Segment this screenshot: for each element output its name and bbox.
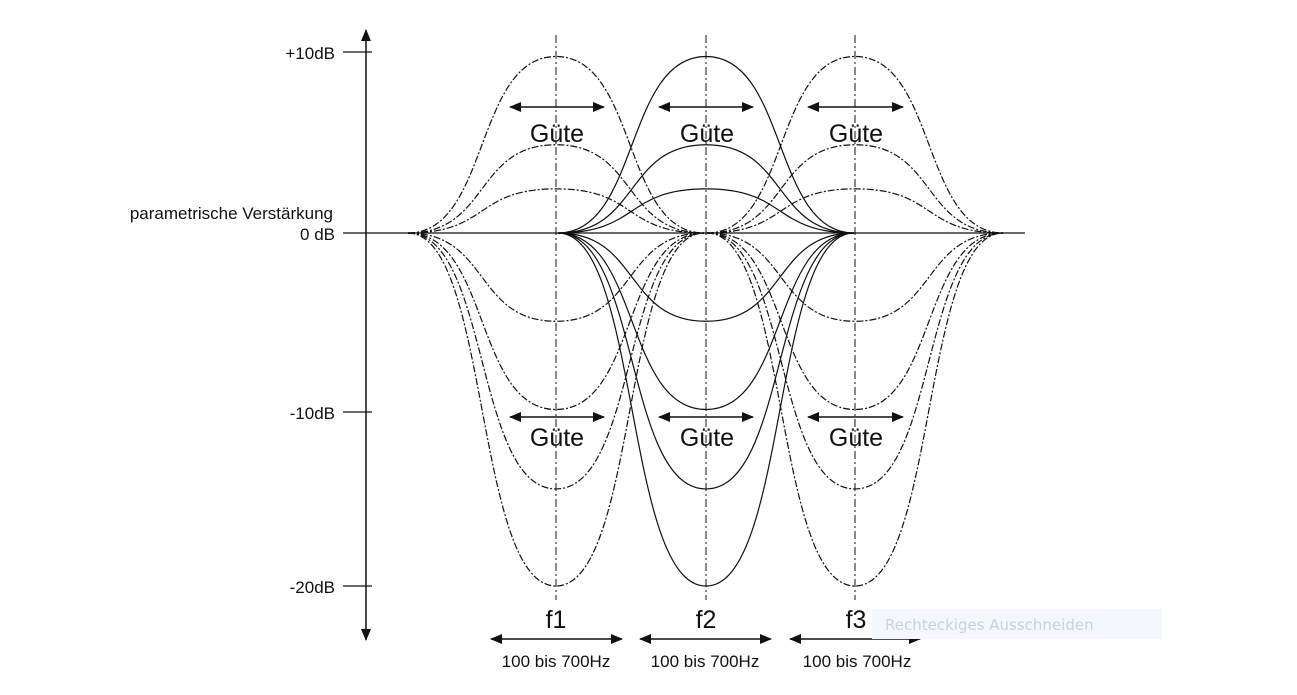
eq-curve-f1-1 (407, 144, 705, 234)
band-label-f2: f2 (696, 606, 717, 634)
tick-label-0: 0 dB (300, 225, 335, 244)
eq-curves (407, 55, 1004, 587)
band-label-f3: f3 (846, 606, 867, 634)
tick-label-minus10: -10dB (290, 404, 335, 423)
eq-curve-f1-3 (407, 232, 705, 322)
eq-curve-f3-4 (706, 232, 1004, 411)
q-label-f1-top: Güte (530, 120, 584, 148)
eq-curve-f1-0 (407, 55, 705, 234)
eq-curve-f1-5 (407, 232, 705, 490)
eq-curve-f3-1 (706, 144, 1004, 234)
eq-curve-f2-5 (557, 232, 855, 490)
q-label-f1-bottom: Güte (530, 424, 584, 452)
eq-curve-f3-0 (706, 55, 1004, 234)
eq-curve-f2-6 (557, 232, 855, 587)
eq-curve-f2-2 (557, 188, 855, 234)
eq-curve-f3-5 (706, 232, 1004, 490)
eq-curve-f2-0 (557, 55, 855, 234)
tick-label-plus10: +10dB (285, 44, 335, 63)
eq-curve-f1-6 (407, 232, 705, 587)
eq-curve-f1-4 (407, 232, 705, 411)
range-label-f1: 100 bis 700Hz (502, 652, 611, 671)
q-label-f3-bottom: Güte (829, 424, 883, 452)
range-label-f3: 100 bis 700Hz (803, 652, 912, 671)
q-label-f2-top: Güte (680, 120, 734, 148)
eq-curve-f2-4 (557, 232, 855, 411)
y-ticks (343, 51, 372, 587)
snipping-tooltip (872, 609, 1162, 639)
eq-curve-f3-6 (706, 232, 1004, 587)
eq-curve-f3-2 (706, 188, 1004, 234)
eq-curve-f1-2 (407, 188, 705, 234)
y-axis-title: parametrische Verstärkung (130, 204, 333, 223)
center-lines (555, 35, 856, 600)
eq-curve-f3-3 (706, 232, 1004, 322)
eq-curve-f2-1 (557, 144, 855, 234)
band-label-f1: f1 (546, 606, 567, 634)
tick-label-minus20: -20dB (290, 578, 335, 597)
snipping-tooltip-text: Rechteckiges Ausschneiden (885, 616, 1094, 634)
q-label-f2-bottom: Güte (680, 424, 734, 452)
q-arrows (509, 102, 904, 422)
range-label-f2: 100 bis 700Hz (651, 652, 760, 671)
eq-curve-f2-3 (557, 232, 855, 322)
q-label-f3-top: Güte (829, 120, 883, 148)
